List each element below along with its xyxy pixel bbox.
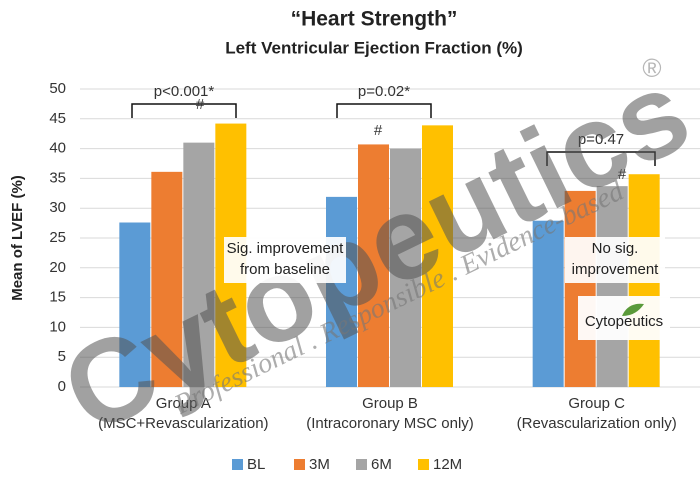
- legend-label: 6M: [371, 456, 392, 473]
- note-text: improvement: [572, 261, 660, 278]
- note-text: from baseline: [240, 261, 330, 278]
- p-value: p=0.02*: [358, 83, 410, 100]
- y-tick-label: 50: [49, 80, 66, 97]
- chart-title: “Heart Strength”: [291, 8, 458, 31]
- x-tick-label: Group C: [568, 395, 625, 412]
- legend-label: 3M: [309, 456, 330, 473]
- registered-mark: ®: [642, 53, 661, 83]
- p-value: p<0.001*: [154, 83, 215, 100]
- y-tick-label: 40: [49, 140, 66, 157]
- note-text: No sig.: [592, 240, 639, 257]
- y-axis-label: Mean of LVEF (%): [9, 175, 26, 301]
- bracket: [132, 104, 236, 118]
- y-tick-label: 20: [49, 259, 66, 276]
- chart: “Heart Strength” Left Ventricular Ejecti…: [0, 0, 700, 485]
- legend-label: 12M: [433, 456, 462, 473]
- marker: #: [374, 122, 383, 139]
- x-tick-sublabel: (Revascularization only): [517, 415, 677, 432]
- note-text: Sig. improvement: [227, 240, 345, 257]
- y-tick-label: 15: [49, 289, 66, 306]
- marker: #: [196, 96, 205, 113]
- legend-swatch: [418, 459, 429, 470]
- y-tick-label: 30: [49, 199, 66, 216]
- logo-text: Cytopeutics: [585, 313, 663, 330]
- chart-subtitle: Left Ventricular Ejection Fraction (%): [225, 38, 523, 57]
- y-tick-label: 45: [49, 110, 66, 127]
- x-tick-label: Group B: [362, 395, 418, 412]
- legend-swatch: [232, 459, 243, 470]
- legend-label: BL: [247, 456, 265, 473]
- legend-swatch: [294, 459, 305, 470]
- y-tick-label: 25: [49, 229, 66, 246]
- legend-swatch: [356, 459, 367, 470]
- y-tick-label: 35: [49, 169, 66, 186]
- x-tick-sublabel: (Intracoronary MSC only): [306, 415, 474, 432]
- bracket: [337, 104, 431, 118]
